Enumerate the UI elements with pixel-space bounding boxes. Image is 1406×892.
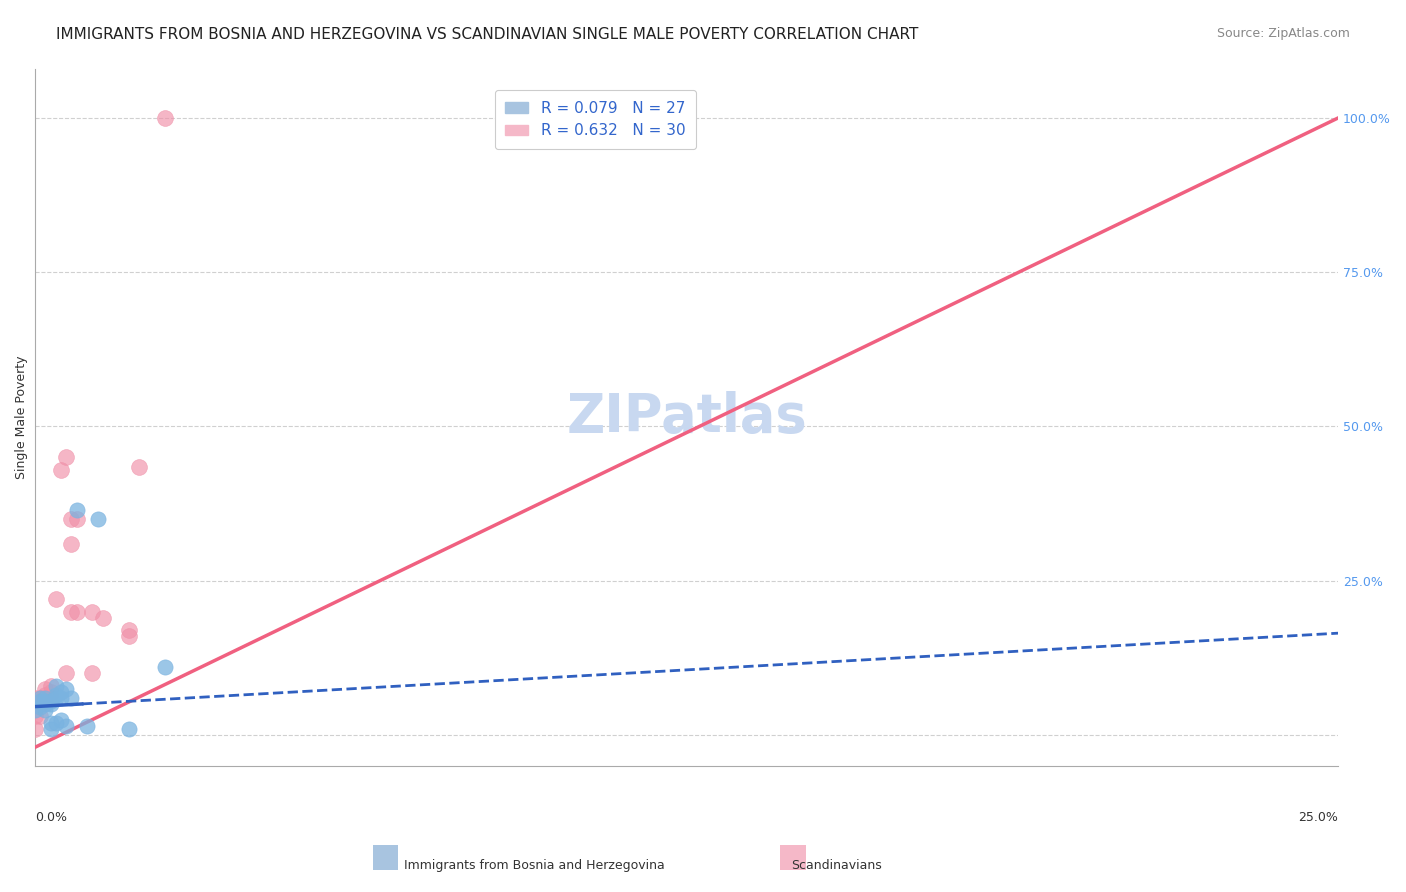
Point: [24, 722, 46, 736]
Point: [24, 690, 46, 705]
Legend: R = 0.079   N = 27, R = 0.632   N = 30: R = 0.079 N = 27, R = 0.632 N = 30: [495, 90, 696, 149]
Point: [66, 512, 89, 526]
Point: [55, 681, 77, 696]
Point: [155, 111, 177, 125]
Point: [30, 709, 52, 723]
Text: 0.0%: 0.0%: [35, 811, 67, 824]
Point: [82, 666, 104, 681]
Point: [24, 697, 46, 711]
Point: [34, 690, 56, 705]
Point: [128, 459, 150, 474]
Point: [66, 502, 89, 516]
Point: [76, 719, 98, 733]
Point: [49, 462, 72, 476]
Point: [45, 592, 67, 607]
Point: [24, 703, 46, 717]
Text: IMMIGRANTS FROM BOSNIA AND HERZEGOVINA VS SCANDINAVIAN SINGLE MALE POVERTY CORRE: IMMIGRANTS FROM BOSNIA AND HERZEGOVINA V…: [56, 27, 918, 42]
Point: [39, 685, 62, 699]
Point: [34, 690, 56, 705]
Point: [49, 690, 72, 705]
Point: [155, 660, 177, 674]
Point: [30, 700, 52, 714]
Point: [55, 666, 77, 681]
Point: [30, 694, 52, 708]
Point: [60, 512, 83, 526]
Point: [49, 685, 72, 699]
Point: [118, 722, 141, 736]
Point: [118, 629, 141, 643]
Point: [45, 679, 67, 693]
Text: ZIPatlas: ZIPatlas: [567, 392, 807, 443]
Text: Source: ZipAtlas.com: Source: ZipAtlas.com: [1216, 27, 1350, 40]
Point: [30, 694, 52, 708]
Point: [60, 690, 83, 705]
Point: [118, 623, 141, 637]
Point: [39, 679, 62, 693]
Point: [91, 611, 114, 625]
Point: [45, 690, 67, 705]
Point: [34, 688, 56, 702]
Point: [30, 697, 52, 711]
Point: [86, 512, 108, 526]
Point: [60, 605, 83, 619]
Point: [34, 697, 56, 711]
Text: 25.0%: 25.0%: [1298, 811, 1339, 824]
Y-axis label: Single Male Poverty: Single Male Poverty: [15, 355, 28, 479]
Point: [30, 690, 52, 705]
Point: [34, 694, 56, 708]
Point: [55, 450, 77, 465]
Point: [39, 715, 62, 730]
Point: [34, 681, 56, 696]
Point: [55, 719, 77, 733]
Point: [49, 713, 72, 727]
Text: Immigrants from Bosnia and Herzegovina: Immigrants from Bosnia and Herzegovina: [404, 859, 665, 871]
Point: [66, 605, 89, 619]
Point: [34, 703, 56, 717]
Point: [60, 537, 83, 551]
Point: [45, 715, 67, 730]
Point: [39, 722, 62, 736]
Point: [45, 688, 67, 702]
Point: [39, 694, 62, 708]
Point: [82, 605, 104, 619]
Point: [39, 690, 62, 705]
Point: [24, 709, 46, 723]
Point: [30, 690, 52, 705]
Point: [39, 697, 62, 711]
Text: Scandinavians: Scandinavians: [792, 859, 882, 871]
